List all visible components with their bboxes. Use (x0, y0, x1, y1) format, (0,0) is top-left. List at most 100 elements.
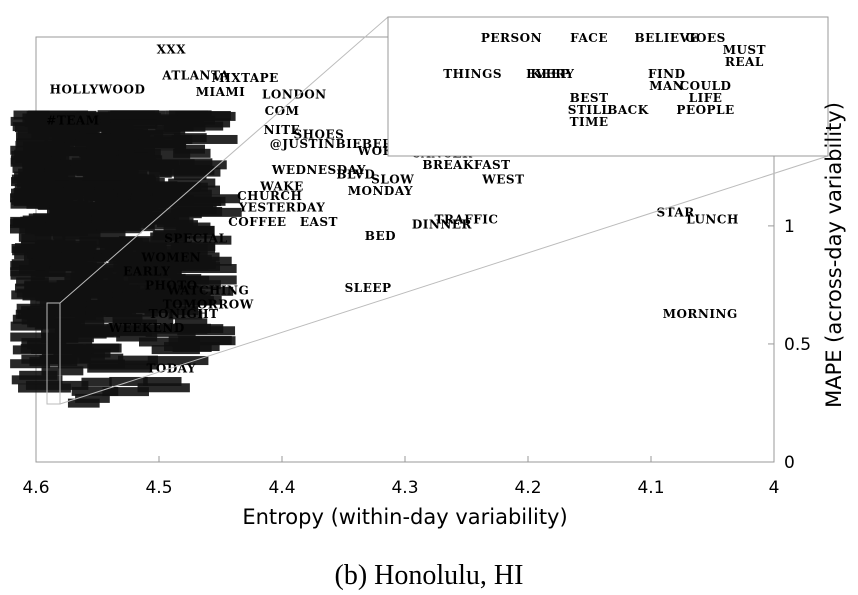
cluster-word-mark (113, 184, 158, 194)
cluster-word-mark (165, 182, 200, 192)
word-point: TONIGHT (149, 307, 219, 321)
cluster-word-mark (46, 338, 93, 348)
inset-word-point: FACE (570, 31, 608, 45)
cluster-word-mark (168, 336, 236, 346)
cluster-word-mark (132, 214, 175, 224)
cluster-word-mark (159, 302, 198, 312)
cluster-word-mark (129, 162, 171, 172)
word-point: LUNCH (686, 213, 739, 227)
word-point: TOMORROW (163, 298, 254, 312)
cluster-word-mark (10, 199, 42, 209)
word-point: WAKE (259, 179, 304, 193)
cluster-word-mark (81, 377, 112, 387)
cluster-word-mark (35, 268, 90, 278)
word-point: XXX (157, 43, 187, 57)
word-point: EARLY (123, 264, 170, 278)
cluster-word-mark (175, 262, 221, 272)
cluster-word-mark (12, 122, 83, 132)
cluster-word-mark (168, 197, 222, 207)
cluster-word-mark (11, 375, 63, 385)
word-point: CHURCH (237, 189, 302, 203)
cluster-word-mark (179, 160, 227, 170)
cluster-word-mark (96, 222, 155, 232)
cluster-word-mark (31, 344, 92, 354)
cluster-word-mark (28, 110, 89, 120)
cluster-word-mark (143, 149, 191, 159)
cluster-word-mark (153, 281, 190, 291)
cluster-word-mark (87, 133, 151, 143)
cluster-word-mark (82, 171, 148, 181)
word-point: SLOW (371, 172, 414, 186)
cluster-word-mark (80, 154, 117, 164)
cluster-word-mark (77, 196, 132, 206)
cluster-word-mark (152, 230, 187, 240)
cluster-word-mark (79, 353, 124, 363)
x-axis-label: Entropy (within-day variability) (242, 505, 567, 529)
inset-connector-line-bottom (59, 155, 829, 405)
cluster-word-mark (61, 154, 94, 164)
inset-word-point: BELIEVE (635, 31, 699, 45)
cluster-word-mark (173, 148, 211, 158)
cluster-word-mark (31, 130, 87, 140)
cluster-word-mark (29, 318, 80, 328)
x-tick-label: 4.6 (22, 478, 49, 498)
cluster-word-mark (10, 155, 50, 165)
word-point: SPECIAL (164, 231, 227, 245)
cluster-word-mark (41, 366, 84, 376)
cluster-word-mark (26, 159, 71, 169)
word-point: TRAFFIC (435, 213, 499, 227)
inset-word-point: PEOPLE (676, 103, 734, 117)
cluster-word-mark (77, 323, 115, 333)
word-point: EAST (300, 215, 338, 229)
cluster-word-mark (90, 191, 151, 201)
word-point: WEEKEND (108, 321, 185, 335)
cluster-word-mark (110, 155, 163, 165)
word-point: STAR (656, 205, 695, 219)
cluster-word-mark (75, 393, 110, 403)
cluster-word-mark (30, 272, 97, 282)
x-tick-label: 4.2 (514, 478, 541, 498)
word-point: YESTERDAY (238, 201, 326, 215)
cluster-word-mark (119, 236, 185, 246)
cluster-word-mark (10, 321, 43, 331)
cluster-word-mark (51, 262, 91, 272)
cluster-word-mark (40, 190, 77, 200)
cluster-word-mark (170, 242, 216, 252)
word-point: WATCHING (166, 283, 249, 297)
cluster-word-mark (79, 122, 127, 132)
cluster-word-mark (36, 196, 74, 206)
cluster-word-mark (151, 345, 200, 355)
cluster-word-mark (34, 240, 97, 250)
word-point: BLVD (336, 168, 375, 182)
cluster-word-mark (137, 383, 190, 393)
word-point: #TEAM (46, 113, 99, 127)
cluster-word-mark (120, 201, 167, 211)
cluster-word-mark (21, 306, 86, 316)
inset-box (387, 16, 829, 157)
cluster-word-mark (14, 149, 52, 159)
cluster-word-mark (147, 253, 200, 263)
cluster-word-mark (168, 310, 203, 320)
cluster-word-mark (102, 387, 149, 397)
word-point: BREAKFAST (422, 158, 510, 172)
cluster-word-mark (112, 315, 174, 325)
cluster-word-mark (139, 337, 200, 347)
cluster-word-mark (142, 291, 211, 301)
word-point: BED (365, 229, 396, 243)
cluster-word-mark (12, 163, 45, 173)
cluster-word-mark (64, 165, 110, 175)
cluster-word-mark (98, 292, 142, 302)
word-point: COM (265, 104, 300, 118)
cluster-word-mark (39, 355, 72, 365)
figure-caption: (b) Honolulu, HI (335, 560, 524, 591)
cluster-word-mark (152, 189, 212, 199)
x-tick-label: 4.3 (391, 478, 418, 498)
cluster-word-mark (19, 370, 58, 380)
word-point: MONDAY (348, 184, 413, 198)
inset-word-point: TIME (570, 115, 609, 129)
y-tick-label: 0.5 (784, 335, 811, 355)
cluster-word-mark (143, 220, 198, 230)
cluster-word-mark (27, 249, 94, 259)
cluster-word-mark (117, 355, 158, 365)
cluster-word-mark (141, 209, 202, 219)
